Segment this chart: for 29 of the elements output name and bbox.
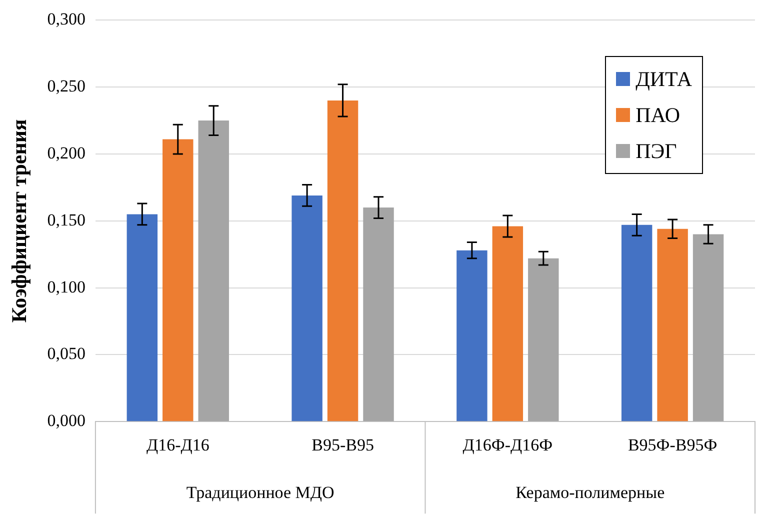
bar	[126, 214, 158, 422]
bar	[198, 120, 229, 422]
y-tick-label: 0,050	[47, 344, 86, 364]
bar	[327, 100, 358, 422]
y-tick-label: 0,000	[47, 411, 86, 430]
legend-label: ПАО	[636, 102, 680, 130]
legend-label: ПЭГ	[636, 138, 677, 166]
x-tick-label: В95Ф-В95Ф	[628, 435, 718, 454]
bar	[456, 250, 488, 422]
bar	[363, 208, 394, 422]
bar	[528, 258, 559, 422]
x-tick-label: Д16-Д16	[146, 435, 210, 454]
x-tick-label: Д16Ф-Д16Ф	[462, 435, 553, 454]
bar	[692, 234, 724, 422]
y-tick-label: 0,150	[47, 210, 86, 230]
bar	[621, 224, 652, 422]
text: Традиционное МДО	[186, 483, 334, 502]
bar	[292, 195, 322, 422]
bar	[162, 139, 194, 422]
legend-label: ДИТА	[636, 66, 692, 94]
y-tick-label: 0,200	[47, 143, 86, 162]
y-tick-label: 0,300	[47, 10, 86, 29]
bar	[657, 228, 688, 422]
y-axis-title: Коэффициент трения	[7, 119, 32, 323]
bar	[492, 226, 524, 422]
text: Керамо-полимерные	[516, 483, 665, 502]
y-tick-label: 0,100	[47, 277, 86, 296]
y-tick-label: 0,250	[47, 76, 86, 96]
x-tick-label: В95-В95	[312, 435, 374, 454]
